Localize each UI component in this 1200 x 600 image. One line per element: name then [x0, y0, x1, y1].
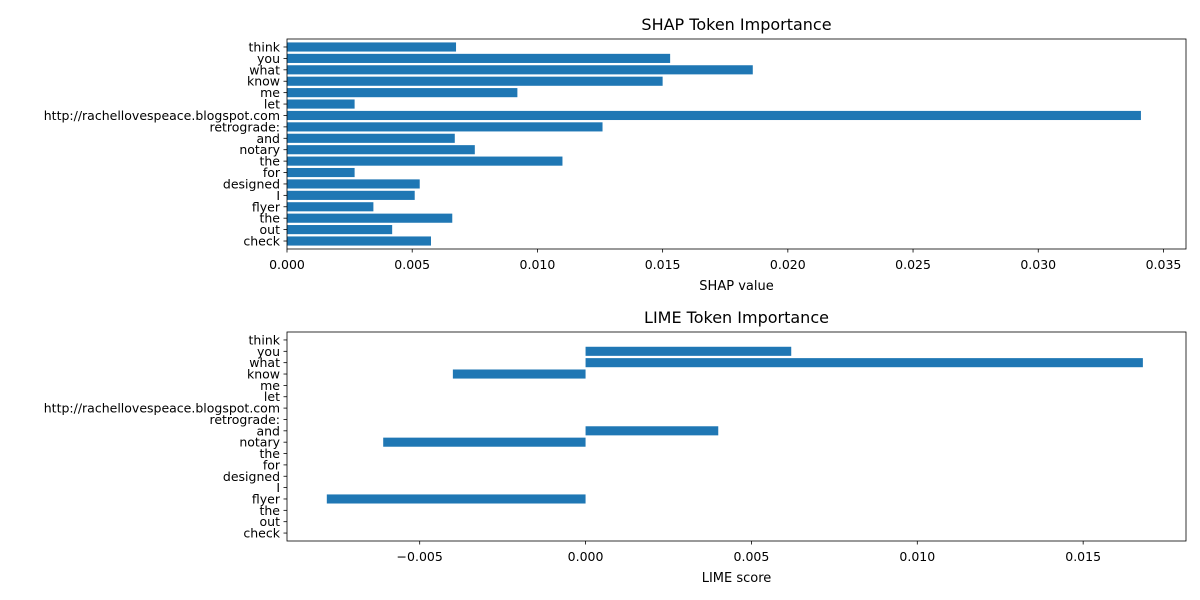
shap-ytick-label-14: know	[247, 74, 280, 89]
shap-ytick-label-6: for	[263, 165, 281, 180]
shap-ytick-label-17: think	[249, 39, 281, 54]
shap-ytick-label-11: http://rachellovespeace.blogspot.com	[44, 108, 280, 123]
shap-xtick-label-6: 0.030	[1020, 257, 1056, 272]
shap-xtick-label-7: 0.035	[1146, 257, 1182, 272]
lime-xtick-label-0: −0.005	[397, 549, 443, 564]
lime-xtick-label-4: 0.015	[1065, 549, 1101, 564]
shap-bar-6	[287, 167, 355, 178]
shap-bar-15	[287, 65, 753, 75]
shap-ytick-label-2: the	[259, 211, 280, 226]
lime-xtick-label-3: 0.010	[899, 549, 935, 564]
lime-ytick-label-10: retrograde:	[209, 412, 280, 427]
lime-ytick-label-12: let	[264, 389, 280, 404]
shap-ytick-label-12: let	[264, 97, 280, 112]
shap-xtick-label-1: 0.005	[394, 257, 430, 272]
lime-ytick-label-6: for	[263, 457, 281, 472]
shap-xtick-label-5: 0.025	[895, 257, 931, 272]
shap-ytick-label-15: what	[249, 62, 280, 77]
shap-ytick-label-10: retrograde:	[209, 119, 280, 134]
shap-bar-13	[287, 88, 518, 98]
lime-x-axis-label: LIME score	[702, 571, 772, 586]
shap-bar-4	[287, 190, 415, 200]
shap-x-axis-label: SHAP value	[699, 279, 773, 294]
shap-ytick-label-1: out	[260, 222, 281, 237]
lime-ytick-label-13: me	[260, 378, 280, 393]
lime-ytick-label-11: http://rachellovespeace.blogspot.com	[44, 401, 280, 416]
lime-xtick-label-2: 0.005	[734, 549, 770, 564]
lime-ytick-label-9: and	[256, 423, 280, 438]
shap-ytick-label-16: you	[257, 51, 280, 66]
shap-axes-frame	[286, 38, 1187, 250]
shap-bar-12	[287, 99, 355, 109]
shap-bar-14	[287, 76, 663, 86]
lime-ytick-label-1: out	[260, 514, 281, 529]
shap-xtick-label-4: 0.020	[770, 257, 806, 272]
shap-ytick-label-9: and	[256, 131, 280, 146]
lime-bar-15	[585, 358, 1143, 368]
shap-ytick-label-3: flyer	[252, 199, 281, 214]
lime-ytick-label-5: designed	[223, 469, 280, 484]
shap-xtick-label-2: 0.010	[520, 257, 556, 272]
lime-ytick-label-0: check	[243, 526, 280, 541]
lime-ytick-label-8: notary	[239, 435, 280, 450]
shap-bar-8	[287, 145, 475, 155]
shap-ytick-label-7: the	[259, 154, 280, 169]
shap-chart-title: SHAP Token Importance	[641, 15, 831, 34]
lime-xtick-label-1: 0.000	[568, 549, 604, 564]
shap-bar-2	[287, 213, 453, 223]
lime-bar-9	[585, 426, 719, 436]
lime-ytick-label-7: the	[259, 446, 280, 461]
lime-ytick-label-15: what	[249, 355, 280, 370]
lime-bar-8	[383, 437, 586, 447]
shap-ytick-label-5: designed	[223, 176, 280, 191]
shap-bar-9	[287, 133, 455, 143]
shap-ytick-label-4: I	[276, 188, 280, 203]
shap-ytick-label-13: me	[260, 85, 280, 100]
shap-bar-10	[287, 122, 603, 132]
lime-bar-14	[452, 369, 586, 379]
shap-bar-16	[287, 53, 671, 63]
shap-bar-0	[287, 236, 431, 246]
lime-ytick-label-3: flyer	[252, 491, 281, 506]
shap-bar-7	[287, 156, 563, 166]
lime-ytick-label-14: know	[247, 367, 280, 382]
shap-bar-17	[287, 42, 457, 52]
lime-bar-16	[585, 346, 792, 356]
shap-xtick-label-0: 0.000	[269, 257, 305, 272]
shap-bar-5	[287, 179, 420, 189]
lime-bar-3	[326, 494, 586, 504]
lime-ytick-label-16: you	[257, 344, 280, 359]
lime-ytick-label-17: think	[249, 332, 281, 347]
lime-ytick-label-2: the	[259, 503, 280, 518]
shap-bar-1	[287, 225, 393, 235]
shap-bar-11	[287, 110, 1141, 121]
shap-bar-3	[287, 202, 374, 212]
shap-xtick-label-3: 0.015	[645, 257, 681, 272]
shap-ytick-label-8: notary	[239, 142, 280, 157]
lime-ytick-label-4: I	[276, 480, 280, 495]
shap-ytick-label-0: check	[243, 234, 280, 249]
lime-chart-title: LIME Token Importance	[644, 308, 829, 327]
lime-axes-frame	[286, 331, 1187, 542]
